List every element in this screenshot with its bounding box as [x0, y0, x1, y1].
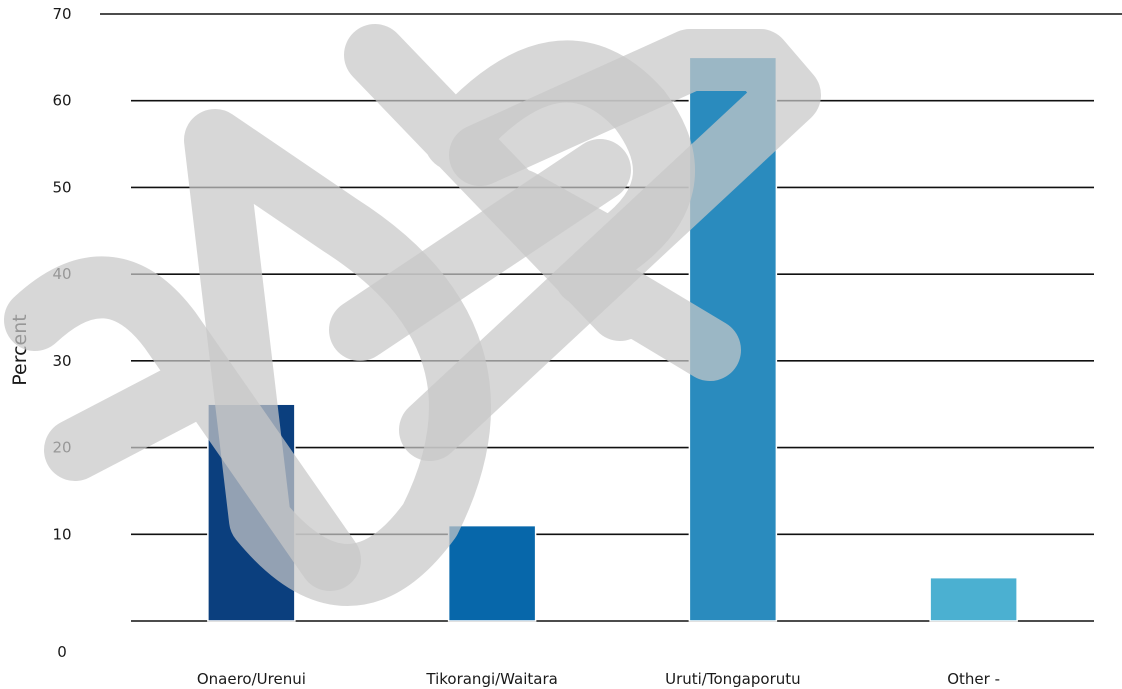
x-category-label: Tikorangi/Waitara [425, 670, 557, 688]
y-tick-label: 60 [52, 92, 71, 110]
x-category-label: Onaero/Urenui [197, 670, 306, 688]
y-tick-label: 30 [52, 352, 71, 370]
x-category-labels: Onaero/Urenui Tikorangi/Waitara Uruti/Tong… [197, 670, 1000, 688]
bar [447, 524, 537, 622]
bar [929, 576, 1018, 622]
y-tick-label: 50 [52, 178, 71, 196]
y-tick-label: 0 [57, 643, 67, 661]
x-category-label: Uruti/Tongaporutu [665, 670, 801, 688]
x-category-label: Other - [947, 670, 1000, 688]
draft-watermark [4, 24, 821, 606]
y-tick-label: 10 [52, 525, 71, 543]
y-tick-label: 70 [52, 5, 71, 23]
